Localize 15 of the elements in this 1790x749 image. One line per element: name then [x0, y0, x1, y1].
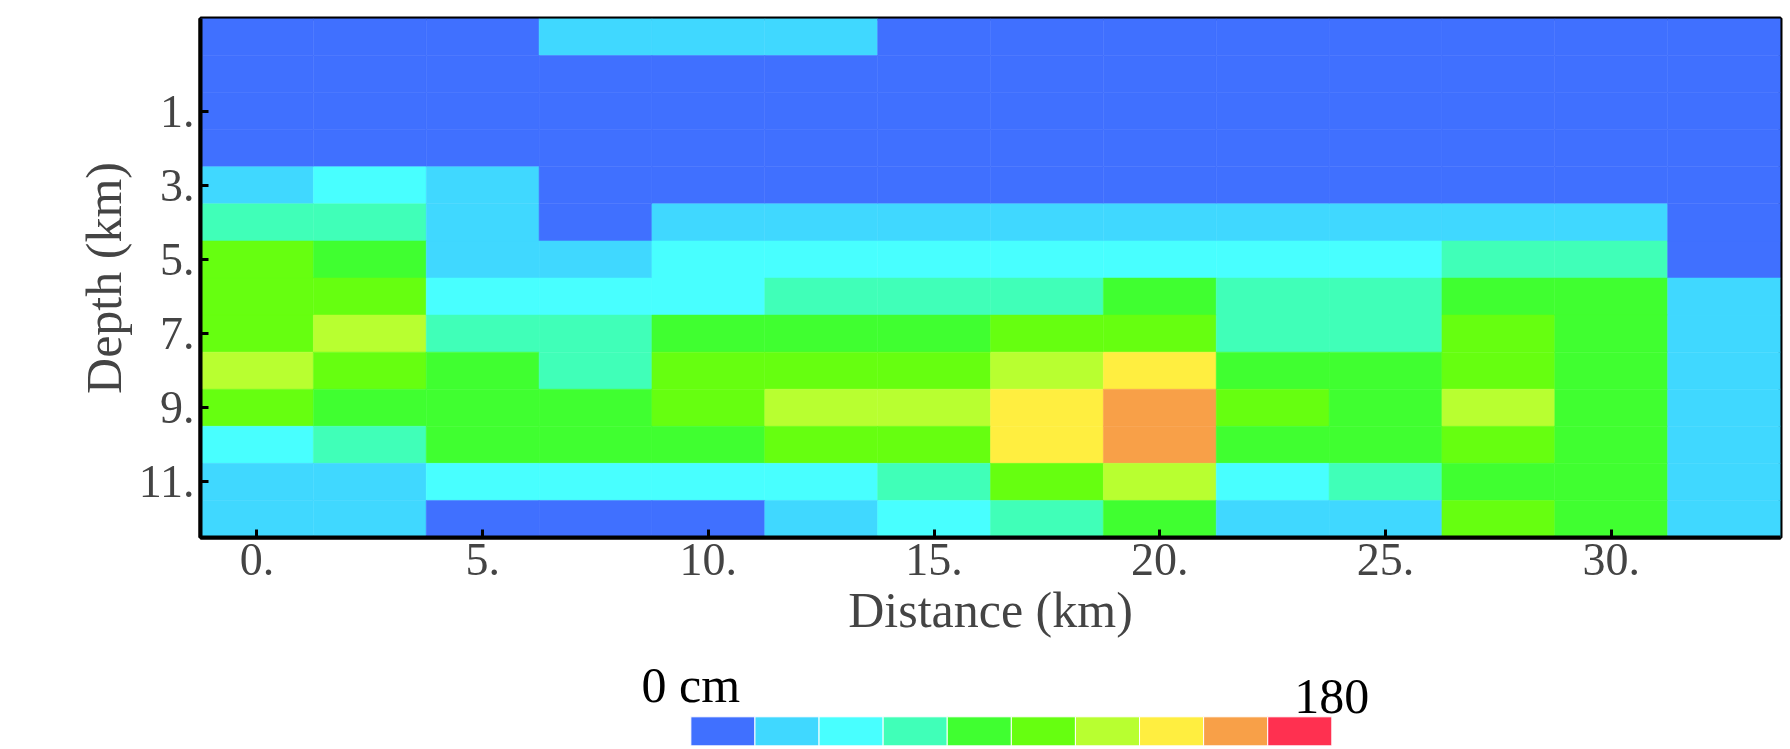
- y-tick-label: 7.: [160, 308, 195, 360]
- y-tick-label: 5.: [160, 233, 195, 285]
- y-tick-label: 3.: [160, 159, 195, 211]
- y-tick-label: 1.: [160, 85, 195, 137]
- y-tick-label: 11.: [138, 456, 195, 508]
- x-tick-label: 25.: [1356, 533, 1415, 585]
- y-tick-label: 9.: [160, 382, 195, 434]
- x-tick-label: 30.: [1582, 533, 1640, 585]
- y-axis-title: Depth (km): [75, 162, 132, 394]
- x-tick-label: 0.: [239, 533, 275, 585]
- x-tick-label: 10.: [679, 533, 738, 585]
- color-bar-label: 0 cm: [641, 657, 741, 714]
- x-tick-label: 5.: [465, 533, 500, 585]
- color-bar-label: 180: [1294, 668, 1370, 725]
- x-tick-label: 20.: [1131, 533, 1189, 585]
